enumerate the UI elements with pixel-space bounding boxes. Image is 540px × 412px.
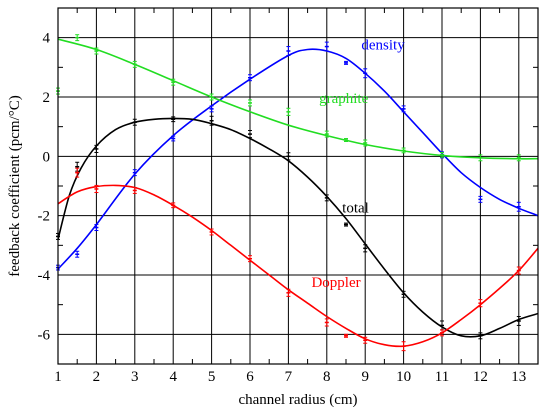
density-data-point <box>516 201 521 212</box>
x-tick-label: 1 <box>54 369 62 385</box>
total-data-point <box>344 222 348 227</box>
density-data-point <box>132 169 137 177</box>
doppler-data-point <box>401 341 406 352</box>
x-axis-label: channel radius (cm) <box>238 392 357 408</box>
doppler-data-point <box>75 167 80 178</box>
y-tick-label: 0 <box>43 149 51 165</box>
graphite-data-point <box>209 93 214 101</box>
total-data-point <box>209 115 214 126</box>
total-curve <box>58 117 538 338</box>
density-data-point <box>344 60 348 65</box>
graphite-data-point <box>324 130 329 138</box>
doppler-series-label: Doppler <box>311 275 360 291</box>
density-data-point <box>248 74 252 82</box>
graphite-data-point <box>401 147 406 154</box>
doppler-data-point <box>440 329 444 337</box>
x-tick-label: 5 <box>208 369 216 385</box>
x-tick-label: 11 <box>435 369 449 385</box>
doppler-curve <box>58 184 538 348</box>
fit-curves <box>58 38 538 348</box>
density-curve <box>58 48 538 270</box>
density-series-label: density <box>361 38 405 54</box>
total-data-point <box>132 118 137 126</box>
x-tick-label: 4 <box>169 369 177 385</box>
density-data-point <box>324 41 329 52</box>
x-tick-label: 6 <box>246 369 254 385</box>
x-tick-label: 12 <box>473 369 488 385</box>
graphite-series-label: graphite <box>319 91 368 107</box>
graphite-data-point <box>516 154 521 162</box>
x-tick-label: 2 <box>93 369 101 385</box>
total-data-point <box>401 290 406 298</box>
total-data-point <box>171 116 176 123</box>
density-data-point <box>75 250 80 258</box>
doppler-data-point <box>344 333 348 338</box>
x-tick-label: 7 <box>285 369 293 385</box>
doppler-data-point <box>248 255 252 263</box>
graphite-data-point <box>478 154 483 162</box>
doppler-data-point <box>132 186 137 194</box>
total-data-point <box>286 152 291 161</box>
density-data-point <box>171 135 176 142</box>
y-tick-labels: -6 -4 -2 0 2 4 <box>38 31 51 344</box>
x-tick-label: 10 <box>396 369 411 385</box>
density-data-point <box>94 224 99 231</box>
doppler-data-point <box>363 336 368 344</box>
graphite-data-point <box>344 138 348 142</box>
x-tick-labels: 1 2 3 4 5 6 7 8 9 10 11 12 13 <box>54 369 526 385</box>
graphite-curve <box>58 38 538 160</box>
x-tick-label: 8 <box>323 369 331 385</box>
graphite-data-point <box>248 99 252 107</box>
density-data-point <box>478 195 483 203</box>
x-tick-label: 3 <box>131 369 139 385</box>
graphite-data-point <box>440 151 444 158</box>
doppler-data-point <box>516 266 521 275</box>
doppler-data-point <box>171 202 176 209</box>
y-tick-label: -4 <box>38 268 51 284</box>
graphite-data-point <box>363 139 368 147</box>
density-data-point <box>286 46 291 56</box>
doppler-data-point <box>478 299 483 308</box>
y-tick-label: -2 <box>38 209 51 225</box>
graphite-data-point <box>171 78 176 86</box>
x-tick-label: 13 <box>511 369 526 385</box>
total-data-point <box>324 194 329 202</box>
total-data-point <box>516 316 521 326</box>
y-tick-label: 4 <box>43 31 51 47</box>
doppler-data-point <box>209 228 214 236</box>
graphite-data-point <box>94 47 99 55</box>
total-series-label: total <box>342 201 369 217</box>
x-tick-label: 9 <box>361 369 369 385</box>
density-data-point <box>363 68 368 79</box>
graphite-data-point <box>75 34 80 42</box>
total-data-point <box>478 332 483 340</box>
doppler-data-point <box>94 184 99 194</box>
graphite-data-point <box>132 60 137 68</box>
density-data-point <box>401 105 406 113</box>
plot-frame <box>57 7 539 365</box>
y-axis-label: feedback coefficient (pcm/°C) <box>7 95 23 276</box>
doppler-data-point <box>324 318 329 327</box>
total-data-point <box>94 144 99 153</box>
density-data-point <box>209 105 214 113</box>
total-data-point <box>363 244 368 253</box>
graphite-data-point <box>286 107 291 116</box>
doppler-data-point <box>286 288 291 297</box>
total-data-point <box>248 130 252 139</box>
y-tick-label: -6 <box>38 327 51 343</box>
y-tick-label: 2 <box>43 90 51 106</box>
